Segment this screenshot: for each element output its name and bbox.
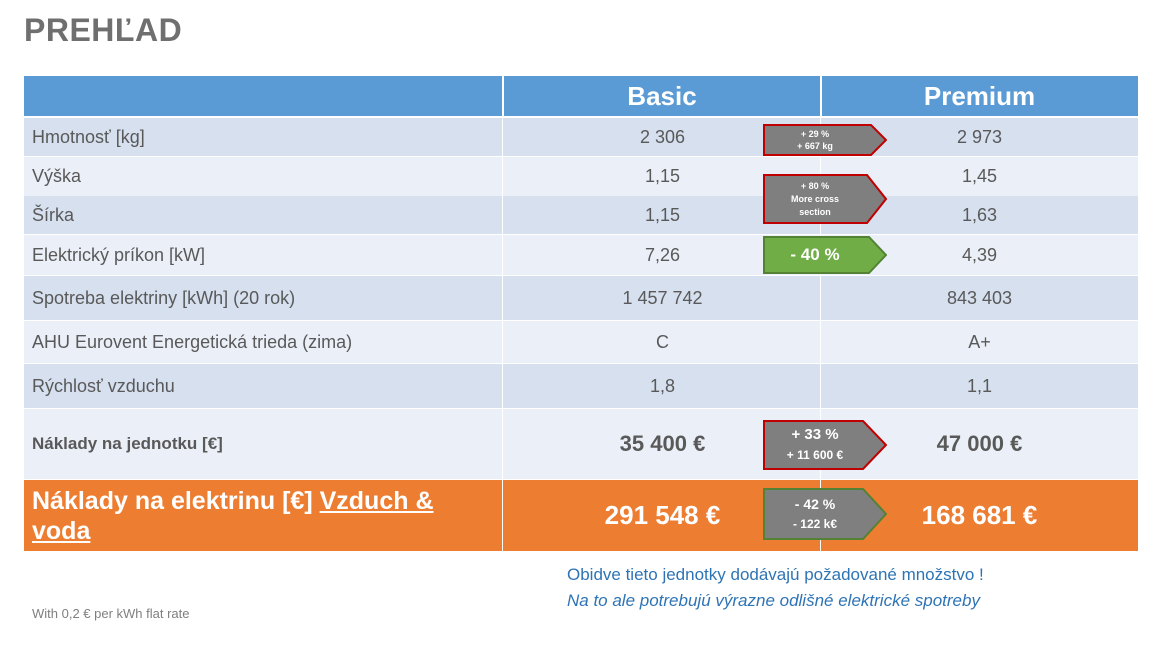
arrow-line-2: + 667 kg — [797, 141, 833, 151]
column-header-basic: Basic — [627, 81, 697, 111]
delta-arrow-unit-cost: + 33 % + 11 600 € — [763, 420, 888, 470]
delta-arrow-power: - 40 % — [763, 236, 888, 274]
table-row-air-speed: Rýchlosť vzduchu 1,8 1,1 — [24, 364, 1138, 408]
column-header-premium: Premium — [923, 81, 1036, 111]
row-label: Elektrický príkon [kW] — [32, 244, 206, 265]
premium-value: 2 973 — [956, 126, 1003, 147]
table-row-width: Šírka 1,15 1,63 — [24, 196, 1138, 234]
basic-value: 1 457 742 — [622, 287, 703, 308]
energy-cost-label: Náklady na elektrinu [€] — [32, 486, 320, 515]
row-label: Náklady na elektrinu [€] Vzduch & voda — [32, 486, 492, 546]
premium-value: 1,45 — [961, 166, 998, 186]
table-row-energy-cost: Náklady na elektrinu [€] Vzduch & voda 2… — [24, 480, 1138, 551]
column-divider — [502, 118, 503, 551]
premium-value: 843 403 — [946, 287, 1013, 308]
arrow-shape-icon — [763, 124, 888, 156]
basic-value: 7,26 — [644, 244, 681, 265]
premium-value: 4,39 — [961, 244, 998, 265]
table-row-power: Elektrický príkon [kW] 7,26 4,39 — [24, 235, 1138, 275]
premium-value: 1,1 — [966, 375, 993, 396]
delta-arrow-cross-section: + 80 % More cross section — [763, 174, 888, 224]
table-row-consumption: Spotreba elektriny [kWh] (20 rok) 1 457 … — [24, 276, 1138, 320]
row-label: Výška — [32, 166, 82, 186]
arrow-line-2: More cross — [790, 193, 840, 204]
note-line-2: Na to ale potrebujú výrazne odlišné elek… — [567, 591, 980, 610]
basic-value: C — [656, 331, 669, 352]
arrow-shape-icon — [763, 174, 888, 224]
delta-arrow-weight: + 29 % + 667 kg — [763, 124, 888, 156]
arrow-line-1: + 80 % — [800, 180, 830, 191]
table-row-unit-cost: Náklady na jednotku [€] 35 400 € 47 000 … — [24, 409, 1138, 479]
basic-value: 35 400 € — [619, 431, 706, 456]
arrow-shape-icon — [763, 236, 888, 274]
arrow-line-2: + 11 600 € — [786, 448, 844, 462]
air-water-link[interactable]: Vzduch & voda — [32, 486, 434, 545]
note-line-1: Obidve tieto jednotky dodávajú požadovan… — [567, 565, 984, 584]
arrow-line-2: - 122 k€ — [792, 517, 838, 531]
row-label: Šírka — [32, 204, 75, 225]
row-label: Rýchlosť vzduchu — [32, 375, 175, 396]
footnote: With 0,2 € per kWh flat rate — [32, 606, 190, 621]
premium-value: A+ — [968, 331, 991, 352]
delta-arrow-energy-cost: - 42 % - 122 k€ — [763, 488, 888, 540]
basic-value: 1,8 — [649, 375, 676, 396]
basic-value: 2 306 — [639, 126, 686, 147]
table-header: Basic Premium — [24, 76, 1138, 116]
premium-value: 168 681 € — [921, 500, 1038, 530]
row-label: Spotreba elektriny [kWh] (20 rok) — [32, 287, 296, 308]
row-label: Náklady na jednotku [€] — [32, 434, 223, 453]
premium-value: 47 000 € — [936, 431, 1023, 456]
column-divider — [820, 118, 821, 551]
header-divider — [502, 76, 504, 116]
row-label: AHU Eurovent Energetická trieda (zima) — [32, 331, 353, 352]
arrow-line-1: + 29 % — [800, 129, 830, 139]
arrow-shape-icon — [763, 488, 888, 540]
premium-value: 1,63 — [961, 204, 998, 225]
arrow-line-1: + 33 % — [791, 426, 839, 443]
arrow-line-3: section — [799, 206, 831, 217]
basic-value: 291 548 € — [604, 500, 721, 530]
page-title: PREHĽAD — [24, 12, 183, 48]
header-divider — [820, 76, 822, 116]
table-row-energy-class: AHU Eurovent Energetická trieda (zima) C… — [24, 321, 1138, 363]
table-row-height: Výška 1,15 1,45 — [24, 157, 1138, 196]
arrow-line-1: - 42 % — [794, 496, 836, 512]
arrow-line-1: - 40 % — [790, 245, 840, 264]
row-label: Hmotnosť [kg] — [32, 126, 145, 147]
arrow-shape-icon — [763, 420, 888, 470]
basic-value: 1,15 — [644, 166, 681, 186]
table-row-weight: Hmotnosť [kg] 2 306 2 973 — [24, 118, 1138, 156]
basic-value: 1,15 — [644, 204, 681, 225]
